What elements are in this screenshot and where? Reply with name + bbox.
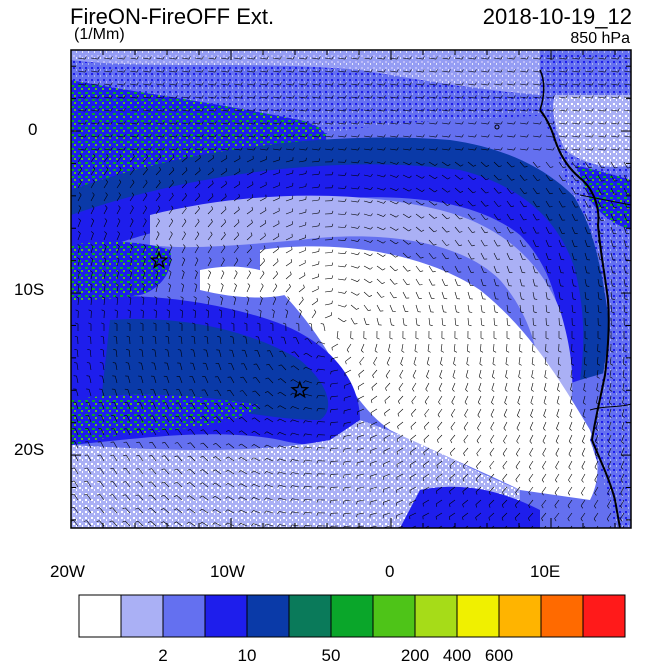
lat-label-20s: 20S [14,440,45,459]
site-markers [149,250,310,399]
coastline [494,69,631,528]
pressure-level-label: 850 hPa [570,30,630,47]
colorbar-swatch [246,594,290,638]
colorbar-tick-label: 600 [484,646,514,665]
plot-frame [70,49,632,529]
colorbar-swatch [120,594,164,638]
axis-ticks [70,50,631,528]
colorbar-tick-label: 2 [158,646,168,665]
colorbar-tick-label: 50 [321,646,341,665]
aerosol-extinction-field [71,50,631,528]
lat-label-0: 0 [28,120,38,139]
colorbar-swatch [162,594,206,638]
colorbar-swatch [498,594,542,638]
lon-label-10e: 10E [530,562,561,581]
lon-label-0: 0 [385,562,395,581]
lon-label-10w: 10W [210,562,245,581]
colorbar-swatch [582,594,626,638]
units-label: (1/Mm) [74,26,125,43]
colorbar-swatch [78,594,122,638]
wind-vector-barbs [71,56,631,528]
colorbar-swatch [372,594,416,638]
colorbar-swatch [414,594,458,638]
star-marker-2 [290,380,310,399]
colorbar-swatch [540,594,584,638]
colorbar-swatch [204,594,248,638]
colorbar-tick-label: 400 [442,646,472,665]
colorbar-swatch [288,594,332,638]
colorbar [78,594,626,638]
lat-label-10s: 10S [14,280,45,299]
colorbar-swatch [330,594,374,638]
colorbar-swatch [456,594,500,638]
star-marker-1 [149,250,169,269]
colorbar-tick-label: 10 [237,646,257,665]
datetime-label: 2018-10-19_12 [482,4,632,29]
colorbar-tick-label: 200 [400,646,430,665]
lon-label-20w: 20W [50,562,85,581]
figure-title: FireON-FireOFF Ext. [70,4,275,29]
